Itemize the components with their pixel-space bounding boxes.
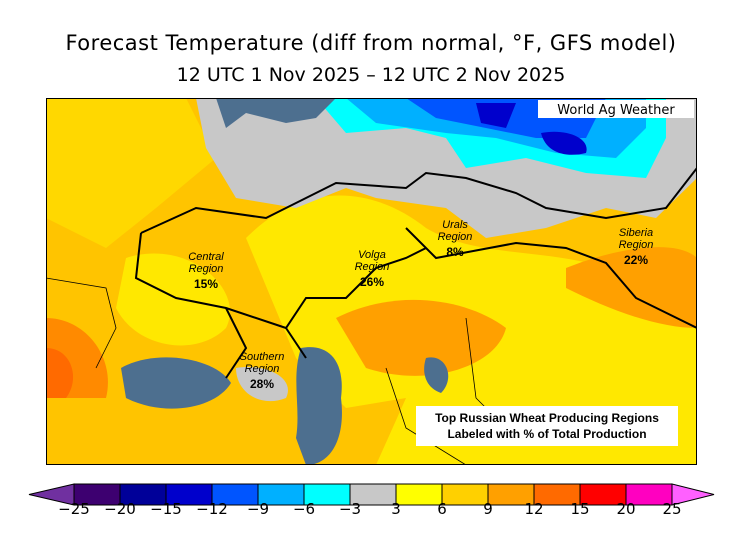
- yellow-anomaly-area: [116, 253, 230, 346]
- svg-text:28%: 28%: [250, 377, 274, 391]
- darkblue-anomaly-area: [476, 103, 587, 155]
- orange-anomaly-area: [336, 299, 506, 376]
- water-body: [296, 347, 342, 465]
- svg-text:Volga: Volga: [358, 249, 386, 261]
- legend-note-box: [416, 406, 678, 446]
- yellow-anomaly-area: [46, 98, 216, 248]
- svg-text:Region: Region: [189, 263, 224, 275]
- note-line-2: Labeled with % of Total Production: [447, 427, 646, 441]
- colorbar-tick-label: 6: [437, 500, 447, 518]
- svg-text:Region: Region: [355, 261, 390, 273]
- svg-text:Region: Region: [619, 239, 654, 251]
- colorbar-tick-label: −3: [338, 500, 362, 518]
- colorbar-tick-label: 9: [483, 500, 493, 518]
- water-body: [121, 357, 231, 409]
- water-body: [216, 98, 336, 128]
- note-line-1: Top Russian Wheat Producing Regions: [435, 411, 659, 425]
- colorbar-over-triangle: [671, 483, 715, 506]
- gray-anomaly-area: [236, 367, 288, 402]
- svg-text:8%: 8%: [446, 245, 464, 259]
- colorbar-tick-label: 25: [662, 500, 682, 518]
- map-subtitle: 12 UTC 1 Nov 2025 – 12 UTC 2 Nov 2025: [176, 64, 566, 86]
- colorbar-tick-label: −6: [292, 500, 316, 518]
- red-orange-area: [46, 348, 74, 398]
- svg-text:15%: 15%: [194, 277, 218, 291]
- region-borders: [134, 167, 697, 379]
- colorbar-tick-label: 15: [570, 500, 590, 518]
- brand-box: [538, 100, 694, 118]
- colorbar-tick-label: 12: [524, 500, 544, 518]
- colorbar-tick-label: −20: [104, 500, 136, 518]
- colorbar-tick-label: −25: [58, 500, 90, 518]
- map-title: Forecast Temperature (diff from normal, …: [65, 31, 677, 55]
- colorbar: [28, 483, 715, 506]
- svg-text:Central: Central: [188, 251, 224, 263]
- colorbar-tick-label: 20: [616, 500, 636, 518]
- orange-anomaly-area: [566, 247, 697, 328]
- colorbar-tick-label: 3: [391, 500, 401, 518]
- svg-text:Urals: Urals: [442, 219, 468, 231]
- svg-text:26%: 26%: [360, 275, 384, 289]
- colorbar-tick-label: −9: [246, 500, 270, 518]
- svg-text:Region: Region: [438, 231, 473, 243]
- svg-text:Southern: Southern: [240, 351, 285, 363]
- colorbar-tick-label: −15: [150, 500, 182, 518]
- svg-text:Region: Region: [245, 363, 280, 375]
- colorbar-tick-label: −12: [196, 500, 228, 518]
- water-body: [424, 357, 449, 393]
- svg-text:Siberia: Siberia: [619, 227, 653, 239]
- brand-label: World Ag Weather: [557, 103, 675, 118]
- svg-text:22%: 22%: [624, 253, 648, 267]
